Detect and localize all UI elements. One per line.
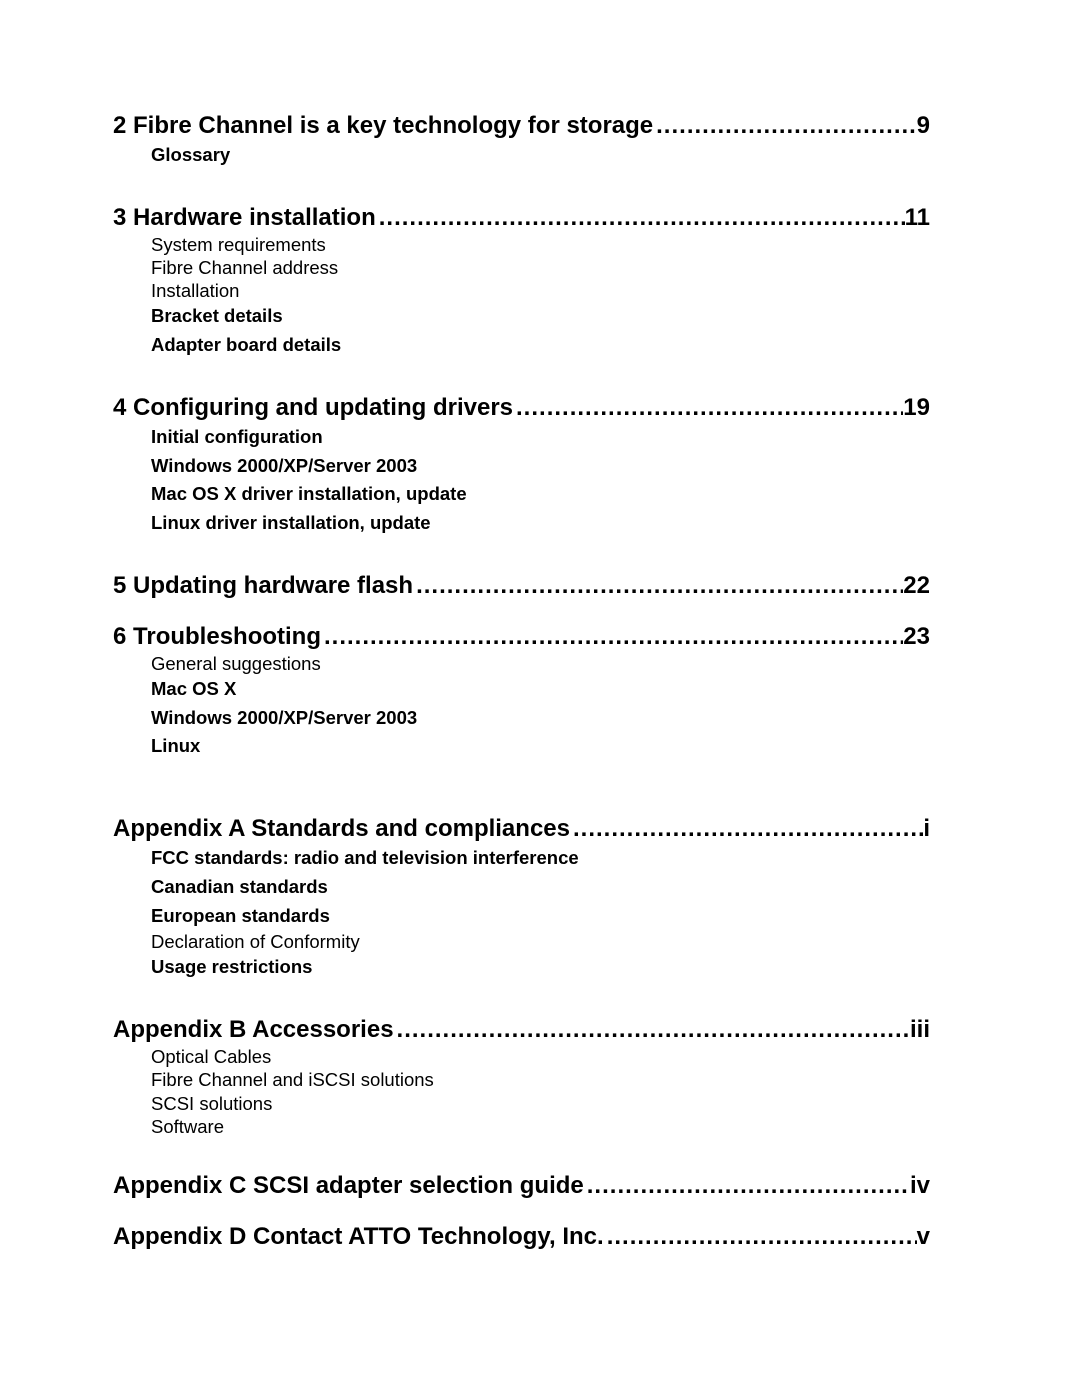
toc-subentry: Linux	[113, 732, 930, 761]
toc-section: 5 Updating hardware flash...............…	[113, 570, 930, 601]
toc-section: Appendix C SCSI adapter selection guide.…	[113, 1170, 930, 1201]
toc-subentry: SCSI solutions	[113, 1092, 930, 1115]
toc-subentry: Optical Cables	[113, 1045, 930, 1068]
toc-subentry: Declaration of Conformity	[113, 930, 930, 953]
toc-subentry: Mac OS X driver installation, update	[113, 480, 930, 509]
toc-subentry: Windows 2000/XP/Server 2003	[113, 452, 930, 481]
toc-page-number: iv	[910, 1170, 930, 1201]
toc-leader-dots: ........................................…	[584, 1170, 910, 1201]
toc-subentry: System requirements	[113, 233, 930, 256]
toc-heading-row: 5 Updating hardware flash...............…	[113, 570, 930, 601]
toc-subentry: Fibre Channel and iSCSI solutions	[113, 1068, 930, 1091]
toc-leader-dots: ........................................…	[413, 570, 903, 601]
toc-subentry: Adapter board details	[113, 331, 930, 360]
toc-subentry: Mac OS X	[113, 675, 930, 704]
toc-leader-dots: ........................................…	[376, 202, 905, 233]
toc-subentry: Linux driver installation, update	[113, 509, 930, 538]
toc-subentry: Usage restrictions	[113, 953, 930, 982]
toc-heading-title: 6 Troubleshooting	[113, 621, 321, 652]
toc-heading-title: Appendix D Contact ATTO Technology, Inc.	[113, 1221, 604, 1252]
toc-page-number: i	[923, 813, 930, 844]
toc-page-number: 19	[903, 392, 930, 423]
toc-section: 3 Hardware installation.................…	[113, 202, 930, 360]
toc-subentry: Software	[113, 1115, 930, 1138]
toc-subentry: Glossary	[113, 141, 930, 170]
toc-section: 4 Configuring and updating drivers......…	[113, 392, 930, 538]
toc-heading-row: 2 Fibre Channel is a key technology for …	[113, 110, 930, 141]
toc-page-number: 11	[905, 202, 930, 233]
toc-subentry: Fibre Channel address	[113, 256, 930, 279]
toc-subentry: FCC standards: radio and television inte…	[113, 844, 930, 873]
toc-section: 2 Fibre Channel is a key technology for …	[113, 110, 930, 170]
toc-leader-dots: ........................................…	[321, 621, 903, 652]
toc-heading-row: Appendix D Contact ATTO Technology, Inc.…	[113, 1221, 930, 1252]
toc-leader-dots: ........................................…	[513, 392, 903, 423]
toc-heading-row: Appendix A Standards and compliances....…	[113, 813, 930, 844]
toc-heading-title: Appendix A Standards and compliances	[113, 813, 570, 844]
toc-page-number: 22	[903, 570, 930, 601]
table-of-contents: 2 Fibre Channel is a key technology for …	[113, 110, 930, 1252]
toc-heading-row: Appendix C SCSI adapter selection guide.…	[113, 1170, 930, 1201]
toc-subentry: European standards	[113, 902, 930, 931]
toc-section: Appendix D Contact ATTO Technology, Inc.…	[113, 1221, 930, 1252]
toc-section: Appendix B Accessories..................…	[113, 1014, 930, 1138]
toc-heading-title: 5 Updating hardware flash	[113, 570, 413, 601]
toc-section: 6 Troubleshooting.......................…	[113, 621, 930, 761]
toc-page-number: 9	[917, 110, 930, 141]
toc-heading-title: 4 Configuring and updating drivers	[113, 392, 513, 423]
toc-heading-row: 4 Configuring and updating drivers......…	[113, 392, 930, 423]
toc-heading-row: 3 Hardware installation.................…	[113, 202, 930, 233]
toc-heading-title: 3 Hardware installation	[113, 202, 376, 233]
toc-leader-dots: ........................................…	[604, 1221, 917, 1252]
toc-heading-title: 2 Fibre Channel is a key technology for …	[113, 110, 653, 141]
toc-page-number: v	[917, 1221, 930, 1252]
toc-heading-row: 6 Troubleshooting.......................…	[113, 621, 930, 652]
toc-subentry: Canadian standards	[113, 873, 930, 902]
toc-page-number: iii	[910, 1014, 930, 1045]
toc-heading-title: Appendix B Accessories	[113, 1014, 394, 1045]
toc-heading-row: Appendix B Accessories..................…	[113, 1014, 930, 1045]
toc-subentry: Windows 2000/XP/Server 2003	[113, 704, 930, 733]
toc-section: Appendix A Standards and compliances....…	[113, 813, 930, 982]
toc-subentry: General suggestions	[113, 652, 930, 675]
toc-subentry: Installation	[113, 279, 930, 302]
toc-subentry: Bracket details	[113, 302, 930, 331]
toc-leader-dots: ........................................…	[570, 813, 923, 844]
toc-heading-title: Appendix C SCSI adapter selection guide	[113, 1170, 584, 1201]
toc-subentry: Initial configuration	[113, 423, 930, 452]
toc-leader-dots: ........................................…	[394, 1014, 910, 1045]
toc-page-number: 23	[903, 621, 930, 652]
toc-leader-dots: ........................................…	[653, 110, 917, 141]
